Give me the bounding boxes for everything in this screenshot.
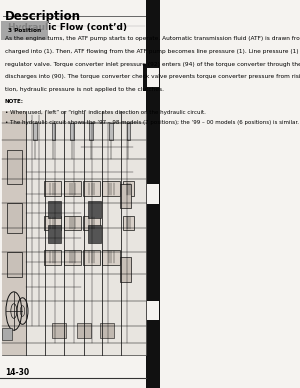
Bar bbox=[64, 182, 81, 196]
Bar bbox=[127, 123, 130, 140]
Text: • The hydraulic circuit shows the ‘97 – 98 models (7 positions); the ‘99 – 00 mo: • The hydraulic circuit shows the ‘97 – … bbox=[5, 120, 299, 125]
Bar bbox=[8, 252, 22, 277]
Bar bbox=[89, 123, 93, 140]
Bar bbox=[147, 301, 159, 320]
Text: Description: Description bbox=[5, 10, 81, 23]
Text: discharges into (90). The torque converter check valve prevents torque converter: discharges into (90). The torque convert… bbox=[5, 74, 300, 80]
Bar bbox=[76, 323, 91, 338]
Text: As the engine turns, the ATF pump starts to operate. Automatic transmission flui: As the engine turns, the ATF pump starts… bbox=[5, 36, 300, 41]
Bar bbox=[70, 123, 74, 140]
Bar bbox=[88, 225, 101, 242]
Bar bbox=[64, 250, 81, 265]
Bar bbox=[52, 323, 67, 338]
Bar bbox=[143, 180, 160, 208]
Bar bbox=[103, 250, 120, 265]
Bar bbox=[83, 250, 100, 265]
Bar bbox=[2, 111, 26, 355]
Text: charged into (1). Then, ATF flowing from the ATF pump becomes line pressure (1).: charged into (1). Then, ATF flowing from… bbox=[5, 49, 300, 54]
Text: regulator valve. Torque converter inlet pressure (92) enters (94) of the torque : regulator valve. Torque converter inlet … bbox=[5, 62, 300, 67]
Text: Hydraulic Flow (cont’d): Hydraulic Flow (cont’d) bbox=[8, 23, 127, 31]
Bar bbox=[88, 201, 101, 218]
Bar bbox=[83, 182, 100, 196]
Bar bbox=[33, 123, 37, 140]
Bar bbox=[8, 203, 22, 233]
Bar bbox=[120, 257, 131, 282]
Bar bbox=[147, 184, 159, 204]
Bar bbox=[100, 323, 114, 338]
Bar bbox=[52, 123, 56, 140]
Bar bbox=[103, 182, 120, 196]
Bar bbox=[2, 111, 146, 355]
Text: 3 Position: 3 Position bbox=[8, 28, 41, 33]
Bar bbox=[146, 0, 160, 388]
Bar bbox=[64, 216, 81, 230]
Bar bbox=[44, 182, 61, 196]
Bar bbox=[2, 328, 12, 340]
Bar bbox=[123, 216, 134, 230]
Bar bbox=[109, 123, 113, 140]
Text: 14-30: 14-30 bbox=[5, 368, 29, 377]
Bar bbox=[44, 250, 61, 265]
Bar bbox=[143, 297, 160, 324]
Bar bbox=[147, 68, 159, 87]
Bar bbox=[8, 150, 22, 184]
Bar bbox=[123, 182, 134, 196]
Text: • When used, “left” or “right” indicates direction on the hydraulic circuit.: • When used, “left” or “right” indicates… bbox=[5, 110, 206, 115]
Bar bbox=[48, 225, 61, 242]
Bar bbox=[48, 201, 61, 218]
Bar bbox=[143, 64, 160, 91]
Bar bbox=[120, 184, 131, 208]
Bar bbox=[44, 216, 61, 230]
Text: NOTE:: NOTE: bbox=[5, 99, 24, 104]
Bar bbox=[83, 216, 100, 230]
Bar bbox=[26, 111, 146, 355]
Text: tion, hydraulic pressure is not applied to the clutches.: tion, hydraulic pressure is not applied … bbox=[5, 87, 164, 92]
